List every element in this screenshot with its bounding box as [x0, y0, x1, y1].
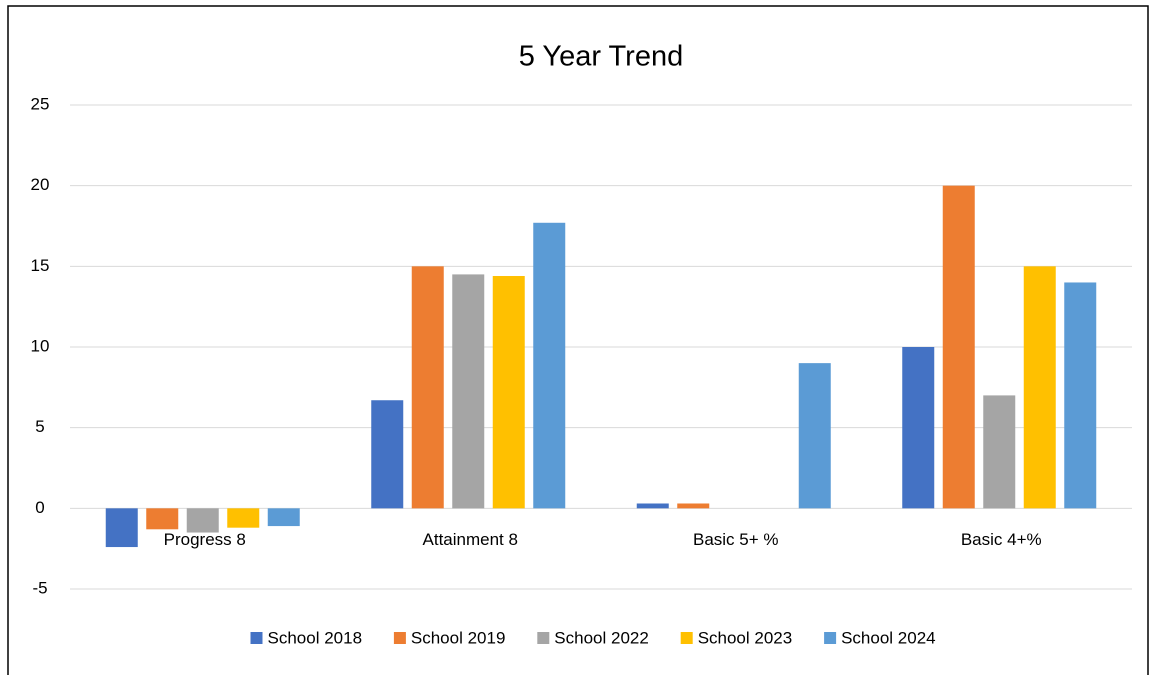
legend-label: School 2019	[411, 628, 506, 647]
bar	[105, 508, 138, 548]
bar	[983, 395, 1016, 509]
bar	[677, 503, 710, 509]
x-tick-label: Attainment 8	[423, 530, 518, 549]
legend-swatch	[537, 632, 550, 644]
chart-title: 5 Year Trend	[519, 41, 683, 73]
legend-label: School 2023	[698, 628, 793, 647]
bar	[492, 276, 525, 509]
bar	[452, 274, 485, 509]
legend-swatch	[393, 632, 406, 644]
y-tick-label: 25	[31, 94, 50, 113]
legend-swatch	[250, 632, 263, 644]
legend-label: School 2024	[841, 628, 936, 647]
bar	[942, 185, 975, 509]
legend-swatch	[824, 632, 837, 644]
bar	[636, 503, 669, 509]
y-tick-label: 20	[31, 175, 50, 194]
y-tick-label: 5	[35, 417, 44, 436]
bar	[267, 508, 300, 527]
bar	[902, 347, 935, 509]
legend-label: School 2022	[554, 628, 649, 647]
bar	[371, 400, 404, 509]
y-tick-label: 10	[31, 336, 50, 355]
x-tick-label: Basic 5+ %	[693, 530, 779, 549]
legend-swatch	[680, 632, 693, 644]
bar	[533, 222, 566, 509]
bar	[411, 266, 444, 509]
bar	[1064, 282, 1097, 509]
bar	[227, 508, 260, 528]
bar	[146, 508, 179, 530]
chart-border	[7, 5, 1149, 675]
legend-label: School 2018	[268, 628, 363, 647]
x-tick-label: Progress 8	[164, 530, 246, 549]
y-tick-label: -5	[32, 578, 47, 597]
bar	[798, 363, 831, 509]
y-tick-label: 0	[35, 498, 44, 517]
bar	[186, 508, 219, 533]
y-tick-label: 15	[31, 256, 50, 275]
x-tick-label: Basic 4+%	[961, 530, 1042, 549]
bar	[1023, 266, 1056, 509]
